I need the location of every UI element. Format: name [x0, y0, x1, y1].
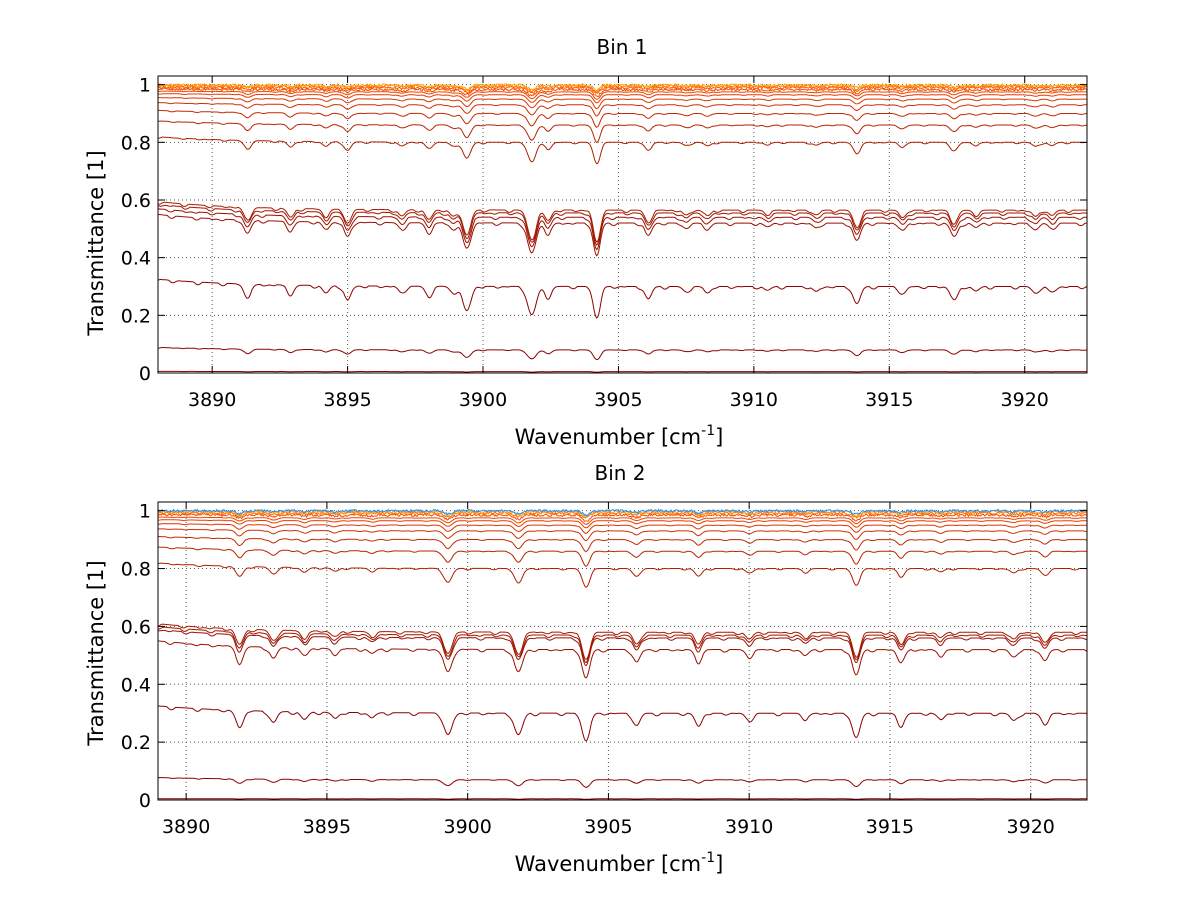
x-tick-label: 3905	[594, 389, 642, 411]
series-line	[157, 120, 1088, 144]
tick-marks	[158, 502, 1087, 801]
y-axis-label: Transmittance [1]	[84, 560, 108, 746]
series-line	[157, 623, 1087, 660]
series-line	[157, 546, 1088, 567]
series-line	[158, 536, 1088, 552]
y-tick-label: 0.2	[121, 732, 151, 754]
x-tick-label: 3890	[188, 389, 236, 411]
tick-marks	[158, 76, 1087, 374]
x-tick-label: 3910	[730, 389, 778, 411]
chart-panel-bin-1: Bin 1 3890 3895 3900 3905 3910 3915 3920 00.20…	[84, 35, 1088, 449]
x-tick-label: 3915	[865, 389, 913, 411]
series-line	[157, 509, 1088, 518]
series-line	[158, 370, 1087, 373]
x-axis-label-sup: -1	[701, 423, 715, 439]
y-tick-label: 1	[139, 501, 151, 523]
chart-panel-bin-2: Bin 2 3890 3895 3900 3905 3910 3915 3920 00.20…	[84, 461, 1088, 876]
series-line	[157, 82, 1088, 92]
series-line	[157, 208, 1087, 251]
axes-frame	[157, 501, 1088, 801]
series-line	[157, 136, 1087, 165]
x-tick-label: 3895	[303, 816, 351, 838]
series-line	[157, 512, 1088, 522]
series-line	[157, 97, 1087, 110]
chart-title: Bin 1	[596, 35, 647, 59]
series-line	[158, 626, 1088, 663]
x-tick-label: 3905	[584, 816, 632, 838]
series-line	[157, 347, 1088, 361]
x-tick-labels: 3890 3895 3900 3905 3910 3915 3920	[162, 816, 1055, 838]
series-group	[157, 508, 1088, 800]
x-axis-label-sup: -1	[701, 850, 715, 866]
x-axis-label-main: Wavenumber [cm	[515, 425, 701, 449]
series-line	[157, 93, 1087, 104]
y-tick-label: 0.8	[121, 132, 151, 154]
y-tick-labels: 0 0.2 0.4 0.6 0.8 1	[121, 501, 151, 812]
x-axis-label: Wavenumber [cm-1]	[515, 850, 724, 876]
series-line	[157, 278, 1088, 319]
x-tick-label: 3915	[866, 816, 914, 838]
x-tick-label: 3895	[323, 389, 371, 411]
series-line	[157, 629, 1088, 666]
series-line	[158, 109, 1087, 128]
series-line	[158, 528, 1088, 542]
x-axis-label-close: ]	[715, 852, 723, 876]
y-tick-label: 0.6	[121, 616, 151, 638]
series-line	[157, 705, 1088, 742]
x-tick-label: 3900	[459, 389, 507, 411]
x-tick-label: 3900	[443, 816, 491, 838]
y-tick-label: 0.2	[121, 305, 151, 327]
x-tick-labels: 3890 3895 3900 3905 3910 3915 3920	[188, 389, 1049, 411]
series-line	[157, 213, 1087, 257]
x-tick-label: 3910	[725, 816, 773, 838]
series-line	[157, 508, 1087, 517]
x-tick-label: 3920	[1001, 389, 1049, 411]
series-group	[157, 82, 1088, 373]
axes-frame	[157, 75, 1088, 374]
series-line	[158, 102, 1087, 117]
series-line	[157, 523, 1087, 534]
x-tick-label: 3920	[1007, 816, 1055, 838]
y-axis-label: Transmittance [1]	[84, 150, 108, 336]
series-line	[157, 204, 1087, 246]
series-line	[157, 562, 1087, 588]
series-line	[158, 90, 1087, 100]
x-tick-label: 3890	[162, 816, 210, 838]
series-line	[157, 516, 1087, 525]
y-tick-label: 1	[139, 75, 151, 97]
y-tick-label: 0.6	[121, 190, 151, 212]
y-tick-labels: 0 0.2 0.4 0.6 0.8 1	[121, 75, 151, 385]
x-axis-label: Wavenumber [cm-1]	[515, 423, 724, 449]
series-line	[157, 640, 1088, 679]
series-line	[157, 87, 1088, 98]
y-tick-label: 0.4	[121, 248, 151, 270]
y-tick-label: 0.8	[121, 559, 151, 581]
series-line	[157, 776, 1087, 788]
chart-title: Bin 2	[594, 461, 645, 485]
series-line	[157, 201, 1087, 243]
x-axis-label-close: ]	[715, 425, 723, 449]
y-tick-label: 0	[139, 790, 151, 812]
x-axis-label-main: Wavenumber [cm	[515, 852, 701, 876]
y-tick-label: 0	[139, 363, 151, 385]
series-line	[157, 519, 1087, 529]
series-line	[158, 798, 1087, 800]
y-tick-label: 0.4	[121, 674, 151, 696]
